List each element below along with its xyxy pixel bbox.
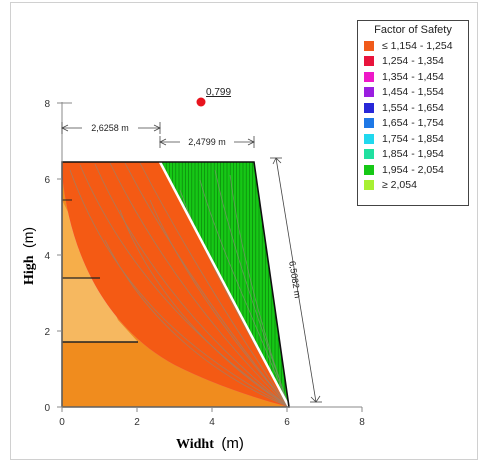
legend-item: 1,854 - 1,954 <box>358 147 468 163</box>
soil-layer-lower <box>62 342 289 407</box>
y-tick-8: 8 <box>44 99 50 110</box>
legend-label: 1,754 - 1,854 <box>382 132 444 145</box>
legend-label: ≥ 2,054 <box>382 179 417 192</box>
legend-item: 1,654 - 1,754 <box>358 116 468 132</box>
legend-swatch <box>364 71 374 82</box>
legend-item: 1,554 - 1,654 <box>358 100 468 116</box>
legend-swatch <box>364 87 374 98</box>
critical-slip-line <box>158 161 291 408</box>
legend-item: 1,954 - 2,054 <box>358 162 468 178</box>
legend-swatch <box>364 164 374 175</box>
legend-item: 1,454 - 1,554 <box>358 85 468 101</box>
legend-swatch <box>364 149 374 160</box>
x-tick-6: 6 <box>284 417 290 428</box>
legend-label: 1,354 - 1,454 <box>382 70 444 83</box>
critical-center-marker <box>196 97 206 107</box>
y-tick-2: 2 <box>44 327 50 338</box>
legend-label: 1,654 - 1,754 <box>382 117 444 130</box>
crest-width-label: 2,6258 m <box>91 123 129 133</box>
slope-width-label-bg <box>180 135 234 148</box>
legend-swatch <box>364 118 374 129</box>
y-tick-4: 4 <box>44 251 50 262</box>
legend-items: ≤ 1,154 - 1,254 1,254 - 1,354 1,354 - 1,45… <box>358 38 468 193</box>
legend-title: Factor of Safety <box>374 24 452 36</box>
x-axis-title: Widht (m) <box>176 435 244 452</box>
slope-width-label: 2,4799 m <box>188 137 226 147</box>
slip-zone-orange <box>62 162 289 407</box>
slip-traces <box>69 162 290 408</box>
legend-item: ≥ 2,054 <box>358 178 468 194</box>
legend-label: ≤ 1,154 - 1,254 <box>382 39 453 52</box>
legend-label: 1,454 - 1,554 <box>382 86 444 99</box>
dimension-slope-length <box>270 157 322 403</box>
legend-item: 1,254 - 1,354 <box>358 54 468 70</box>
soil-layer-middle <box>62 278 138 342</box>
figure-frame <box>10 2 478 460</box>
x-tick-0: 0 <box>59 417 65 428</box>
axes <box>57 102 363 412</box>
legend-label: 1,554 - 1,654 <box>382 101 444 114</box>
legend-label: 1,954 - 2,054 <box>382 163 444 176</box>
legend-swatch <box>364 102 374 113</box>
slope-length-label: 6,5082 m <box>287 260 303 299</box>
y-axis-title: High (m) <box>20 227 37 285</box>
legend-label: 1,254 - 1,354 <box>382 55 444 68</box>
legend-item: 1,354 - 1,454 <box>358 69 468 85</box>
x-tick-4: 4 <box>209 417 215 428</box>
legend-swatch <box>364 180 374 191</box>
legend-swatch <box>364 133 374 144</box>
critical-fs-label: 0,799 <box>206 87 231 98</box>
x-tick-8: 8 <box>359 417 365 428</box>
legend-item: ≤ 1,154 - 1,254 <box>358 38 468 54</box>
x-tick-2: 2 <box>134 417 140 428</box>
y-tick-6: 6 <box>44 175 50 186</box>
legend: Factor of Safety ≤ 1,154 - 1,254 1,254 - … <box>357 20 469 206</box>
green-hatch <box>162 162 289 405</box>
legend-item: 1,754 - 1,854 <box>358 131 468 147</box>
y-tick-0: 0 <box>44 403 50 414</box>
legend-swatch <box>364 56 374 67</box>
legend-label: 1,854 - 1,954 <box>382 148 444 161</box>
crest-width-label-bg <box>82 121 138 134</box>
legend-swatch <box>364 40 374 51</box>
